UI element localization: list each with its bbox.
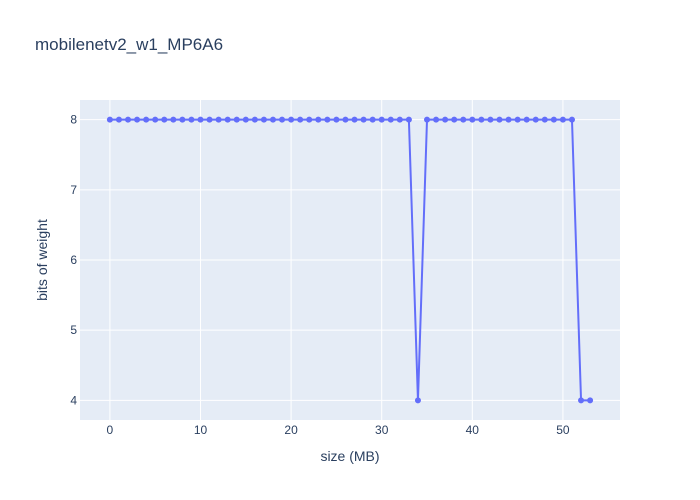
data-point[interactable] (215, 116, 222, 123)
data-point[interactable] (288, 116, 295, 123)
y-tick-label: 6 (70, 253, 77, 267)
data-point[interactable] (315, 116, 322, 123)
data-point[interactable] (550, 116, 557, 123)
data-point[interactable] (559, 116, 566, 123)
data-point[interactable] (179, 116, 186, 123)
data-point[interactable] (233, 116, 240, 123)
data-point[interactable] (324, 116, 331, 123)
data-point[interactable] (469, 116, 476, 123)
data-point[interactable] (360, 116, 367, 123)
data-point[interactable] (279, 116, 286, 123)
data-point[interactable] (514, 116, 521, 123)
data-point[interactable] (578, 397, 585, 404)
data-point[interactable] (260, 116, 267, 123)
data-point[interactable] (587, 397, 594, 404)
y-tick-label: 4 (70, 393, 77, 407)
chart-title: mobilenetv2_w1_MP6A6 (35, 35, 223, 54)
data-point[interactable] (351, 116, 358, 123)
data-point[interactable] (478, 116, 485, 123)
data-point[interactable] (378, 116, 385, 123)
x-tick-label: 20 (284, 423, 298, 437)
x-tick-labels: 0 10 20 30 40 50 (107, 423, 570, 437)
data-point[interactable] (442, 116, 449, 123)
data-point[interactable] (242, 116, 249, 123)
data-point[interactable] (161, 116, 168, 123)
x-tick-label: 40 (466, 423, 480, 437)
data-point[interactable] (269, 116, 276, 123)
series-layer (106, 116, 594, 404)
data-point[interactable] (451, 116, 458, 123)
data-point[interactable] (206, 116, 213, 123)
x-tick-label: 30 (375, 423, 389, 437)
data-point[interactable] (505, 116, 512, 123)
x-axis-label: size (MB) (320, 448, 379, 464)
data-point[interactable] (568, 116, 575, 123)
y-tick-label: 8 (70, 113, 77, 127)
data-point[interactable] (152, 116, 159, 123)
data-point[interactable] (251, 116, 258, 123)
data-point[interactable] (496, 116, 503, 123)
data-point[interactable] (433, 116, 440, 123)
data-point[interactable] (487, 116, 494, 123)
x-tick-label: 10 (194, 423, 208, 437)
data-point[interactable] (460, 116, 467, 123)
data-point[interactable] (333, 116, 340, 123)
data-point[interactable] (532, 116, 539, 123)
y-tick-labels: 4 5 6 7 8 (70, 113, 77, 408)
data-point[interactable] (125, 116, 132, 123)
data-point[interactable] (424, 116, 431, 123)
data-point[interactable] (387, 116, 394, 123)
data-point[interactable] (170, 116, 177, 123)
data-point[interactable] (405, 116, 412, 123)
y-tick-label: 7 (70, 183, 77, 197)
y-tick-label: 5 (70, 323, 77, 337)
data-point[interactable] (106, 116, 113, 123)
data-point[interactable] (342, 116, 349, 123)
data-point[interactable] (306, 116, 313, 123)
data-point[interactable] (297, 116, 304, 123)
x-tick-label: 50 (556, 423, 570, 437)
data-point[interactable] (188, 116, 195, 123)
x-tick-label: 0 (107, 423, 114, 437)
data-point[interactable] (396, 116, 403, 123)
data-point[interactable] (224, 116, 231, 123)
data-point[interactable] (523, 116, 530, 123)
data-point[interactable] (115, 116, 122, 123)
data-point[interactable] (541, 116, 548, 123)
y-axis-label: bits of weight (34, 219, 50, 301)
data-point[interactable] (414, 397, 421, 404)
data-point[interactable] (369, 116, 376, 123)
data-point[interactable] (143, 116, 150, 123)
data-point[interactable] (134, 116, 141, 123)
data-point[interactable] (197, 116, 204, 123)
